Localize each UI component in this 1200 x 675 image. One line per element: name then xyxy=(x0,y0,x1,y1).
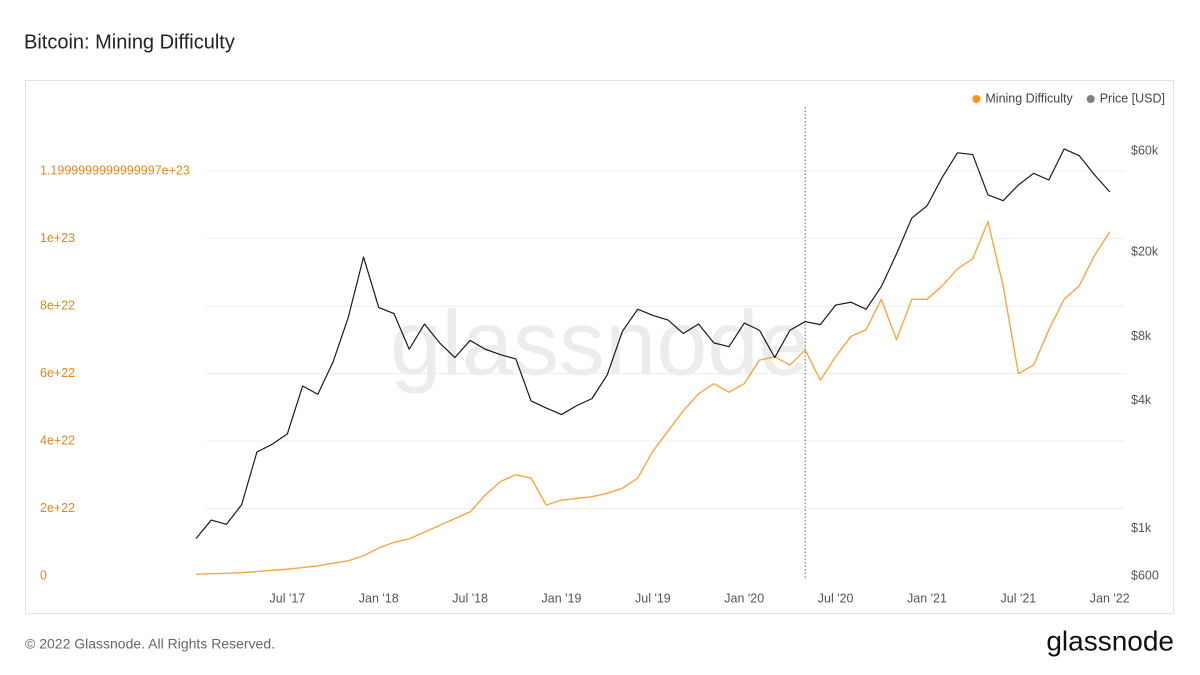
y-tick-label: 0 xyxy=(40,568,47,582)
y2-tick-label: $8k xyxy=(1131,329,1152,343)
legend-marker xyxy=(972,95,981,103)
x-tick-label: Jul '17 xyxy=(270,591,306,605)
y2-tick-label: $600 xyxy=(1131,568,1159,582)
legend-label: Mining Difficulty xyxy=(985,91,1073,105)
x-tick-label: Jan '19 xyxy=(542,591,582,605)
legend-marker xyxy=(1086,95,1095,103)
legend-label: Price [USD] xyxy=(1100,91,1165,105)
y-tick-label: 6e+22 xyxy=(40,366,75,380)
x-tick-label: Jan '21 xyxy=(907,591,947,605)
y-tick-label: 1.1999999999999997e+23 xyxy=(40,163,190,177)
x-tick-label: Jul '21 xyxy=(1001,591,1037,605)
footer: © 2022 Glassnode. All Rights Reserved. xyxy=(25,636,275,652)
chart-title: Bitcoin: Mining Difficulty xyxy=(24,31,235,53)
y-tick-label: 1e+23 xyxy=(40,231,75,245)
logo: glassnode xyxy=(1046,625,1174,656)
x-tick-label: Jul '19 xyxy=(635,591,671,605)
y2-tick-label: $4k xyxy=(1131,393,1152,407)
y-tick-label: 2e+22 xyxy=(40,501,75,515)
chart-frame xyxy=(25,80,1174,614)
x-tick-label: Jan '18 xyxy=(359,591,399,605)
y2-tick-label: $1k xyxy=(1131,521,1152,535)
y-tick-label: 4e+22 xyxy=(40,433,75,447)
x-tick-label: Jul '20 xyxy=(818,591,854,605)
series-line xyxy=(195,148,1111,539)
series-line xyxy=(195,221,1111,576)
y2-tick-label: $20k xyxy=(1131,245,1159,259)
y2-tick-label: $60k xyxy=(1131,143,1159,157)
watermark: glassnode xyxy=(390,292,809,394)
x-tick-label: Jul '18 xyxy=(452,591,488,605)
y-tick-label: 8e+22 xyxy=(40,298,75,312)
x-tick-label: Jan '22 xyxy=(1090,591,1130,605)
x-tick-label: Jan '20 xyxy=(724,591,764,605)
